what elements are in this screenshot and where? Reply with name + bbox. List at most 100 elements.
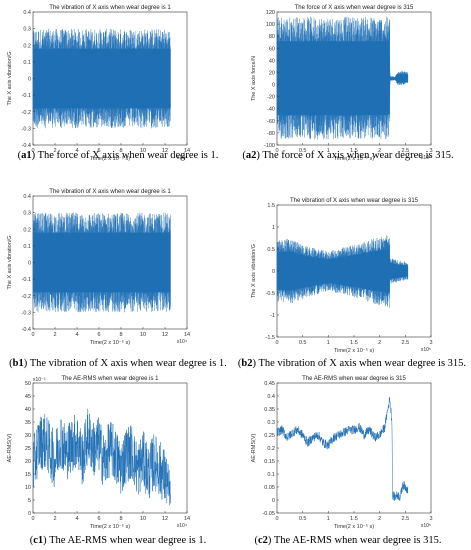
x-tick-label: 0 [275,340,278,346]
y-axis-label: The X axis vibration/G [251,244,257,298]
x-tick-label: 1.5 [350,340,358,346]
caption-c1: (c1) The AE-RMS when wear degree is 1. [30,535,207,546]
chart-title: The vibration of X axis when wear degree… [49,189,171,195]
caption-text: The force of X axis when wear degree is … [260,150,454,161]
x-multiplier: x10⁴ [177,523,187,529]
y-tick-label: 0.3 [267,420,275,426]
y-tick-label: -1.5 [266,335,275,341]
y-tick-label: -0.3 [22,126,31,132]
y-tick-label: 0.1 [267,472,275,478]
x-tick-label: 0 [31,148,34,154]
caption-label: a1 [21,150,32,161]
caption-text: The vibration of X axis when wear degree… [27,358,227,369]
x-tick-label: 2 [378,516,381,522]
x-tick-label: 0 [275,516,278,522]
y-tick-label: 1 [272,225,275,231]
x-tick-label: 8 [119,148,122,154]
y-axis-label: The X axis vibration/G [7,51,13,105]
y-tick-label: -1 [270,313,275,319]
y-tick-label: 0.4 [23,10,31,16]
x-tick-label: 12 [162,148,168,154]
x-tick-label: 3 [429,340,432,346]
chart-a2: 0 0.5 1 1.5 2 2.5 3 -100 -80 -60 -40 -20 0 20 40 60 80 10… [251,5,433,162]
y-tick-label: 40 [269,58,275,64]
chart-title: The AE-RMS when wear degree is 315 [302,376,406,382]
chart-b1: 0 2 4 6 8 10 12 14 -0.4 -0.3 -0.2 -0.1 0 0.1 0.2 0.3 0.4… [7,189,190,346]
signal-trace [276,397,409,501]
y-tick-label: -80 [267,131,275,137]
chart-a1: 0 2 4 6 8 10 12 14 -0.4 -0.3 -0.2 -0.1 0 0.1 0.2 0.3 0.4… [7,5,190,162]
chart-c1: 0 2 4 6 8 10 12 14 0 5 10 15 20 25 30 35 40 45 50 The AE-RM… [7,376,190,530]
y-tick-label: 0 [272,498,275,504]
x-tick-label: 8 [119,332,122,338]
x-tick-label: 2 [378,340,381,346]
y-tick-label: 0.2 [23,43,31,49]
y-tick-label: 10 [25,485,31,491]
x-tick-label: 1 [327,148,330,154]
y-tick-label: -0.5 [266,291,275,297]
signal-trace [32,408,171,506]
signal-core [33,232,171,293]
x-tick-label: 2 [378,148,381,154]
y-tick-label: 40 [25,407,31,413]
y-tick-label: 60 [269,46,275,52]
x-tick-label: 2.5 [402,148,410,154]
x-tick-label: 0 [31,332,34,338]
caption-b2: (b2) The vibration of X axis when wear d… [238,358,466,369]
caption-label: a2 [246,150,257,161]
y-multiplier: x10⁻³ [33,377,46,383]
x-tick-label: 2 [53,148,56,154]
y-tick-label: 1.5 [267,203,275,209]
y-tick-label: -0.2 [22,294,31,300]
x-tick-label: 3 [429,148,432,154]
caption-label: c1 [33,535,43,546]
caption-a1: (a1) The force of X axis when wear degre… [18,150,219,161]
x-tick-label: 1 [327,340,330,346]
y-tick-label: -40 [267,107,275,113]
y-tick-label: 30 [25,433,31,439]
x-tick-label: 0 [275,148,278,154]
x-axis-label: Time(2 x 10⁻⁵ s) [90,155,130,162]
caption-label: b2 [241,358,252,369]
signal-core [277,41,408,116]
x-tick-label: 2 [53,332,56,338]
x-tick-label: 4 [75,148,78,154]
y-tick-label: 0.45 [264,381,275,387]
x-tick-label: 0.5 [299,148,307,154]
caption-label: b1 [13,358,24,369]
x-axis-label: Time(2 x 10⁻⁵ s) [90,523,130,530]
x-tick-label: 8 [119,516,122,522]
caption-label: c2 [258,535,268,546]
y-tick-label: 0.2 [267,446,275,452]
x-multiplier: x10⁵ [421,347,431,353]
y-tick-label: 80 [269,34,275,40]
x-tick-label: 0.5 [299,340,307,346]
chart-title: The force of X axis when wear degree is … [295,5,414,11]
y-tick-label: 120 [266,10,275,16]
y-tick-label: 0.3 [23,27,31,33]
y-tick-label: -100 [264,143,275,149]
y-tick-label: 0.3 [23,211,31,217]
chart-title: The vibration of X axis when wear degree… [49,5,171,11]
y-tick-label: 45 [25,394,31,400]
y-tick-label: 0.2 [23,227,31,233]
x-tick-label: 2.5 [402,340,410,346]
signal-core [277,248,408,294]
x-tick-label: 0.5 [299,516,307,522]
x-axis-label: Time(2 x 10⁻⁵ s) [334,155,374,162]
chart-title: The vibration of X axis when wear degree… [290,198,419,204]
x-axis-label: Time(2 x 10⁻⁵ s) [334,347,374,354]
x-tick-label: 6 [97,516,100,522]
x-multiplier: x10⁵ [421,155,431,161]
x-tick-label: 2.5 [402,516,410,522]
y-tick-label: -0.4 [22,143,31,149]
y-tick-label: 5 [28,498,31,504]
x-tick-label: 4 [75,516,78,522]
x-axis-label: Time(2 x 10⁻⁵ s) [90,339,130,346]
x-tick-label: 14 [184,516,190,522]
caption-text: The vibration of X axis when wear degree… [256,358,466,369]
y-tick-label: 35 [25,420,31,426]
y-tick-label: 0.05 [264,485,275,491]
y-tick-label: -0.2 [22,110,31,116]
